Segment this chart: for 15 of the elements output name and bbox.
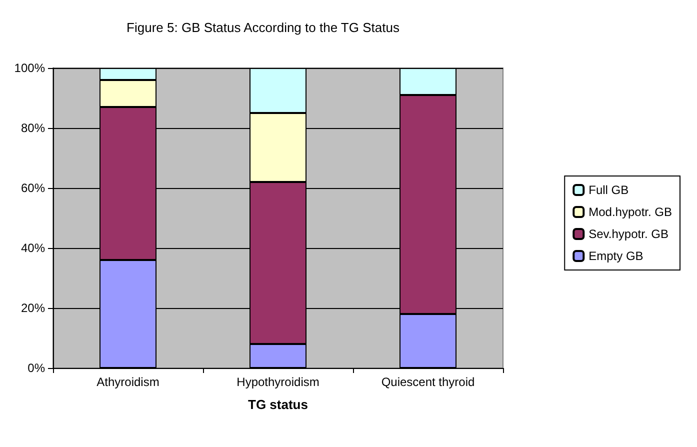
x-tick-label: Quiescent thyroid <box>381 375 475 389</box>
y-tick-label: 0% <box>28 361 46 375</box>
chart-title: Figure 5: GB Status According to the TG Status <box>126 20 400 35</box>
y-tick-label: 60% <box>20 181 46 195</box>
x-tick-label: Athyroidism <box>96 375 160 389</box>
legend-label: Empty GB <box>588 249 644 263</box>
legend-label: Sev.hypotr. GB <box>588 227 668 241</box>
y-tick-label: 80% <box>20 121 46 135</box>
y-tick-label: 20% <box>20 301 46 315</box>
y-tick-label: 40% <box>20 241 46 255</box>
legend-label: Full GB <box>588 183 629 197</box>
x-axis-title: TG status <box>248 397 308 412</box>
x-tick-label: Hypothyroidism <box>236 375 320 389</box>
y-tick-label: 100% <box>14 61 46 75</box>
legend-label: Mod.hypotr. GB <box>588 205 672 219</box>
